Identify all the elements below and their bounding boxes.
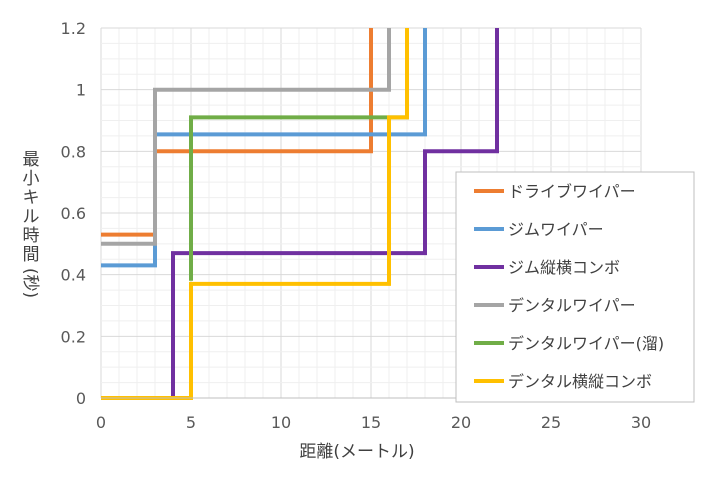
x-tick-label: 20	[451, 413, 471, 432]
x-tick-label: 25	[541, 413, 561, 432]
series-line-4	[101, 28, 391, 246]
legend-entry-label: デンタルワイパー	[508, 296, 636, 315]
x-tick-label: 10	[271, 413, 291, 432]
y-tick-label: 0.8	[61, 142, 86, 161]
x-tick-label: 0	[96, 413, 106, 432]
y-tick-label: 1	[76, 81, 86, 100]
x-tick-label: 5	[186, 413, 196, 432]
y-axis-label-char: 時	[23, 226, 40, 246]
legend-entry-label: デンタル横縦コンボ	[508, 372, 652, 391]
y-axis-label-char: 小	[23, 169, 40, 189]
legend-entry-label: デンタルワイパー(溜)	[508, 334, 664, 353]
y-axis-label-unit: (秒)	[20, 268, 40, 298]
y-tick-label: 0.6	[61, 204, 86, 223]
y-tick-label: 1.2	[61, 19, 86, 38]
y-axis-label-char: キ	[23, 188, 40, 208]
legend-entry-label: ジムワイパー	[508, 220, 604, 239]
y-axis-label-char: ル	[23, 207, 40, 227]
x-tick-label: 30	[631, 413, 651, 432]
legend: ドライブワイパージムワイパージム縦横コンボデンタルワイパーデンタルワイパー(溜)…	[455, 171, 695, 403]
y-tick-label: 0.2	[61, 327, 86, 346]
y-tick-label: 0.4	[61, 266, 86, 285]
x-axis-label: 距離(メートル)	[299, 442, 414, 462]
y-axis-label-char: 間	[23, 245, 40, 265]
x-tick-label: 15	[361, 413, 381, 432]
legend-box	[455, 171, 695, 403]
legend-entry-label: ジム縦横コンボ	[508, 258, 620, 277]
series-line-3	[171, 28, 499, 398]
y-axis-label-char: 最	[23, 150, 40, 170]
legend-entry-label: ドライブワイパー	[508, 182, 636, 201]
tick-labels: 0 5 10 15 20 25 30 0 0.2 0.4 0.6 0.8 1 1.2	[61, 19, 652, 432]
y-tick-label: 0	[76, 389, 86, 408]
